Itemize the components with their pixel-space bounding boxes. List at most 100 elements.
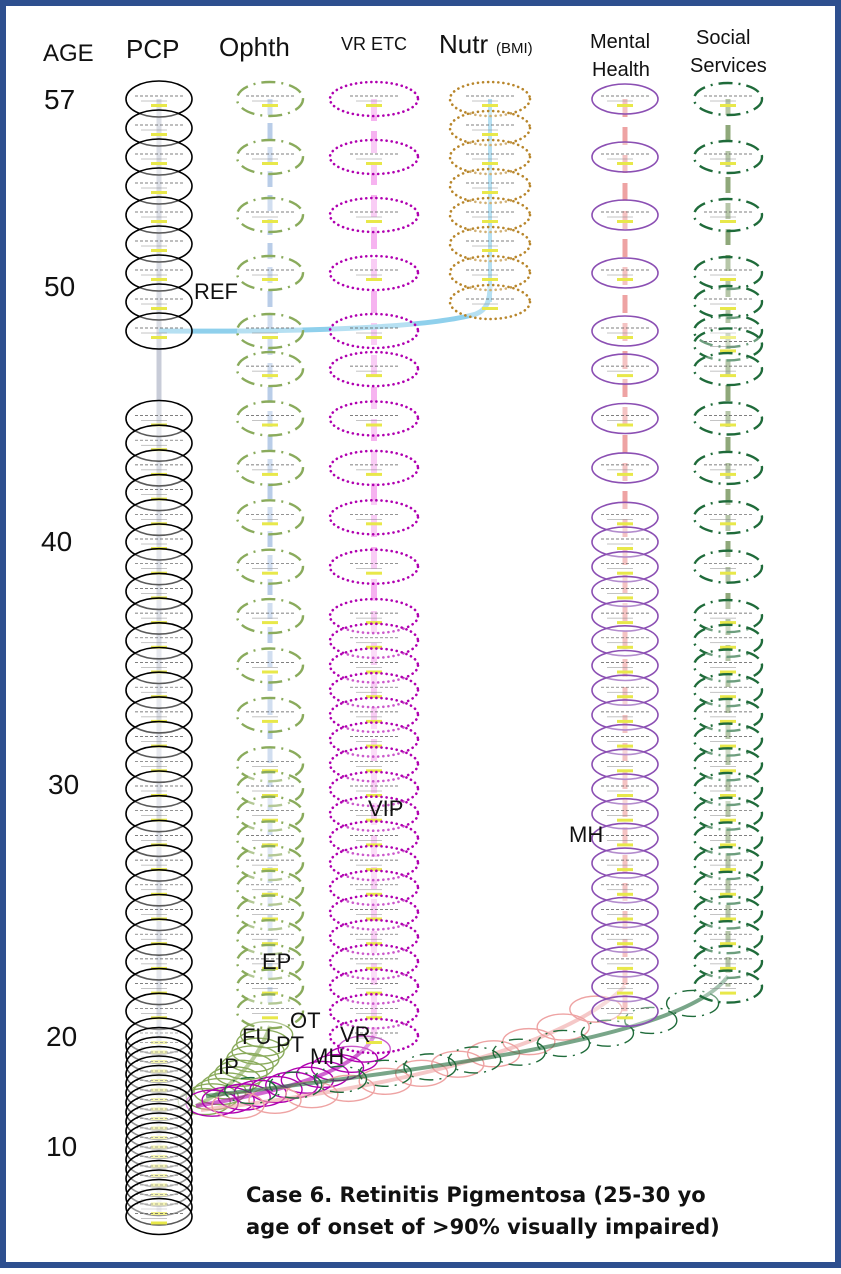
encounter-social-age-36 (692, 623, 764, 658)
annotation-ep: EP (262, 949, 291, 974)
transition-encounter-vr (324, 1045, 379, 1074)
encounter-social-age-23 (692, 944, 764, 980)
encounter-vr-age-32 (328, 721, 420, 758)
header-mental-line2: Health (592, 59, 650, 81)
transition-encounter-social (447, 1046, 502, 1074)
age-tick-50: 50 (44, 271, 75, 302)
encounter-pcp-age-5 (125, 1159, 193, 1198)
encounter-mental-age-33 (591, 699, 659, 731)
encounter-vr-age-49 (328, 312, 420, 350)
encounter-nutr-age-52 (448, 225, 532, 263)
encounter-pcp-age-15 (125, 1064, 193, 1103)
encounter-vr-age-43 (328, 449, 420, 487)
header-social-line2: Services (690, 55, 767, 77)
encounter-vr-age-22 (328, 968, 420, 1005)
encounter-pcp-age-51 (125, 254, 193, 292)
encounter-pcp-age-3 (125, 1178, 193, 1217)
encounter-mental-age-36 (591, 624, 659, 657)
annotation-vr-low: VR (340, 1022, 371, 1047)
encounter-pcp-age-7 (125, 1140, 193, 1179)
caption-line2: age of onset of >90% visually impaired) (246, 1215, 720, 1239)
encounter-social-age-26 (692, 870, 764, 905)
encounter-pcp-age-57 (125, 80, 193, 118)
encounter-vr-age-53 (328, 196, 420, 234)
encounter-mental-age-47 (591, 353, 659, 385)
encounter-ophth-age-33 (235, 696, 305, 734)
onset-curve-social (205, 974, 730, 1098)
transition-encounter-social (492, 1038, 546, 1066)
encounter-ophth-age-24 (235, 919, 305, 956)
encounter-pcp-age-56 (125, 109, 193, 147)
encounter-ophth-age-47 (235, 350, 305, 388)
encounter-ophth-age-26 (235, 869, 305, 906)
encounter-vr-age-27 (328, 844, 420, 882)
annotation-ref: REF (194, 279, 238, 304)
transition-encounter-social (358, 1059, 412, 1087)
encounter-vr-age-51 (328, 254, 420, 292)
encounter-social-age-25 (692, 895, 764, 930)
encounter-nutr-age-55 (448, 138, 532, 176)
encounter-vr-age-33 (328, 696, 420, 734)
transition-encounter-social (536, 1029, 591, 1058)
encounter-social-age-37 (692, 598, 764, 634)
encounter-social-age-45 (692, 401, 764, 436)
encounter-vr-age-36 (328, 622, 420, 660)
encounter-ophth-age-25 (235, 894, 305, 931)
encounter-mental-age-24 (591, 921, 659, 954)
header-pcp: PCP (126, 34, 179, 64)
encounter-mental-age-39 (591, 550, 659, 583)
encounter-social-age-35 (692, 648, 764, 683)
transition-encounter-ophth (235, 1029, 290, 1057)
encounter-pcp-age-2 (125, 1188, 193, 1226)
encounter-social-age-53 (692, 197, 764, 233)
encounter-pcp-age-50 (125, 283, 193, 321)
encounter-social-age-28 (692, 821, 764, 856)
encounter-social-age-34 (692, 673, 764, 708)
encounter-mental-age-21 (591, 995, 659, 1028)
encounter-pcp-age-1 (125, 1197, 193, 1236)
encounter-mental-age-23 (591, 946, 659, 978)
transition-encounter-mental (431, 1050, 485, 1078)
encounter-vr-age-31 (328, 745, 420, 783)
encounter-pcp-age-17 (125, 1045, 193, 1084)
encounter-vr-age-20 (328, 1017, 420, 1055)
annotation-mh-column: MH (569, 822, 603, 847)
encounter-vr-age-25 (328, 894, 420, 931)
encounter-ophth-age-35 (235, 647, 305, 684)
referral-line (158, 285, 493, 334)
header-ophth: Ophth (219, 32, 290, 62)
caption-line1: Case 6. Retinitis Pigmentosa (25-30 yo (246, 1183, 706, 1207)
care-timeline-diagram: AGE PCP Ophth VR ETC Nutr (BMI) Mental H… (41, 27, 767, 1239)
annotations: REF VIP MH EP OT FU PT MH VR IP (194, 279, 603, 1079)
encounter-vr-age-57 (328, 80, 420, 118)
encounter-mental-age-38 (591, 575, 659, 608)
encounter-mental-age-53 (591, 199, 659, 231)
encounter-mental-age-29 (591, 797, 659, 830)
encounter-mental-age-40 (591, 526, 659, 558)
encounter-vr-age-34 (328, 671, 420, 709)
annotation-pt: PT (276, 1032, 304, 1057)
encounter-pcp-age-6 (125, 1150, 193, 1188)
encounter-mental-age-37 (591, 600, 659, 632)
encounter-vr-age-26 (328, 869, 420, 907)
encounter-mental-age-41 (591, 501, 659, 534)
encounter-social-age-51 (692, 255, 764, 291)
encounter-pcp-age-9 (125, 1121, 193, 1160)
age-tick-40: 40 (41, 526, 72, 557)
encounter-ophth-age-49 (235, 312, 305, 350)
encounter-social-age-55 (692, 139, 764, 175)
encounter-social-age-22 (692, 969, 764, 1004)
encounter-vr-age-21 (328, 992, 420, 1030)
age-axis: 57 50 40 30 20 10 (41, 84, 79, 1162)
encounter-vr-age-45 (328, 400, 420, 437)
encounter-vr-age-35 (328, 647, 420, 684)
encounter-pcp-age-18 (125, 1036, 193, 1074)
transition-encounter-social (313, 1065, 368, 1094)
encounter-ophth-age-55 (235, 138, 305, 176)
annotation-fu: FU (242, 1024, 271, 1049)
encounter-mental-age-45 (591, 402, 659, 435)
encounter-nutr-age-50 (448, 283, 532, 321)
header-mental-line1: Mental (590, 31, 650, 53)
encounter-ophth-age-43 (235, 449, 305, 487)
encounter-social-age-57 (692, 81, 764, 117)
